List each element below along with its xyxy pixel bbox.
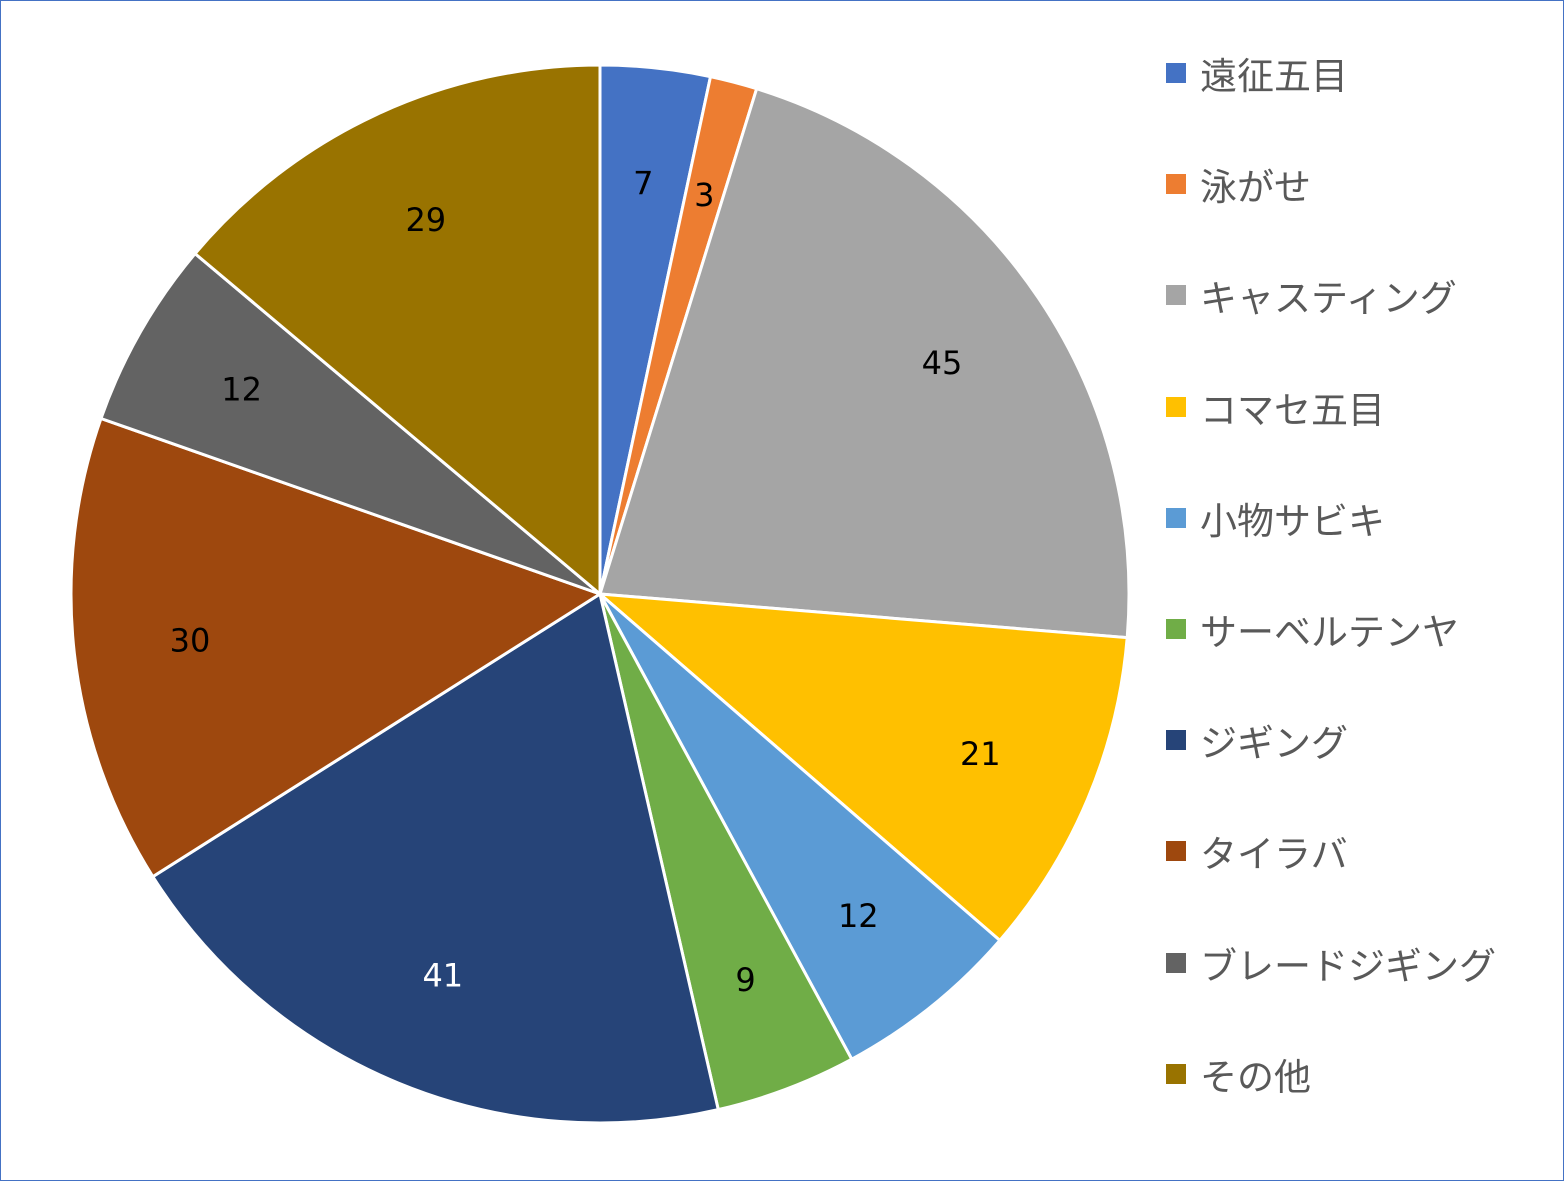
legend-label: キャスティング <box>1200 277 1457 321</box>
legend-swatch <box>1166 841 1186 862</box>
data-label: 21 <box>960 735 1001 773</box>
pie-slice <box>598 86 1131 640</box>
legend-entry: ブレードジギング <box>1166 933 1496 993</box>
data-label: 45 <box>922 344 963 382</box>
pie-slice <box>69 416 604 879</box>
legend-swatch <box>1166 63 1186 83</box>
pie-slice <box>598 592 1002 1062</box>
data-label: 12 <box>221 371 262 409</box>
legend-label: 小物サビキ <box>1200 499 1385 543</box>
legend-swatch <box>1166 952 1186 973</box>
legend-swatch <box>1166 507 1186 528</box>
legend-swatch <box>1166 174 1186 195</box>
data-label: 29 <box>405 201 446 239</box>
legend-entry: サーベルテンヤ <box>1166 599 1459 659</box>
legend-entry: コマセ五目 <box>1166 377 1385 437</box>
data-label: 3 <box>694 176 714 214</box>
pie-slice <box>150 591 721 1125</box>
legend-entry: 小物サビキ <box>1166 488 1385 548</box>
legend-label: ジギング <box>1200 722 1348 766</box>
data-label: 12 <box>838 897 879 935</box>
legend-swatch <box>1166 730 1186 751</box>
legend-label: タイラバ <box>1200 833 1348 877</box>
pie-slice <box>99 251 601 596</box>
legend-label: 遠征五目 <box>1200 55 1348 98</box>
pie-slice <box>192 63 602 598</box>
legend-label: 泳がせ <box>1200 166 1311 210</box>
legend-swatch <box>1166 285 1186 306</box>
legend-label: ブレードジギング <box>1200 944 1496 988</box>
legend-entry: その他 <box>1166 1044 1311 1104</box>
legend-entry: ジギング <box>1166 710 1348 770</box>
data-label: 7 <box>633 165 653 203</box>
legend-entry: 遠征五目 <box>1166 43 1348 103</box>
legend-label: その他 <box>1200 1055 1311 1099</box>
legend-entry: タイラバ <box>1166 821 1348 881</box>
pie-data-labels: 7 3 45 21 12 9 41 30 12 29 <box>170 165 1001 999</box>
data-label: 9 <box>735 961 755 999</box>
legend-swatch <box>1166 396 1186 417</box>
legend-label: コマセ五目 <box>1200 388 1385 432</box>
legend-swatch <box>1166 619 1186 639</box>
pie-slice <box>595 592 1129 943</box>
legend-entry: 泳がせ <box>1166 154 1311 214</box>
legend-swatch <box>1166 1063 1186 1084</box>
data-label: 41 <box>422 957 463 995</box>
legend-entry: キャスティング <box>1166 265 1457 325</box>
data-label: 30 <box>170 621 211 659</box>
pie-slices <box>69 63 1131 1125</box>
legend-label: サーベルテンヤ <box>1200 611 1459 654</box>
